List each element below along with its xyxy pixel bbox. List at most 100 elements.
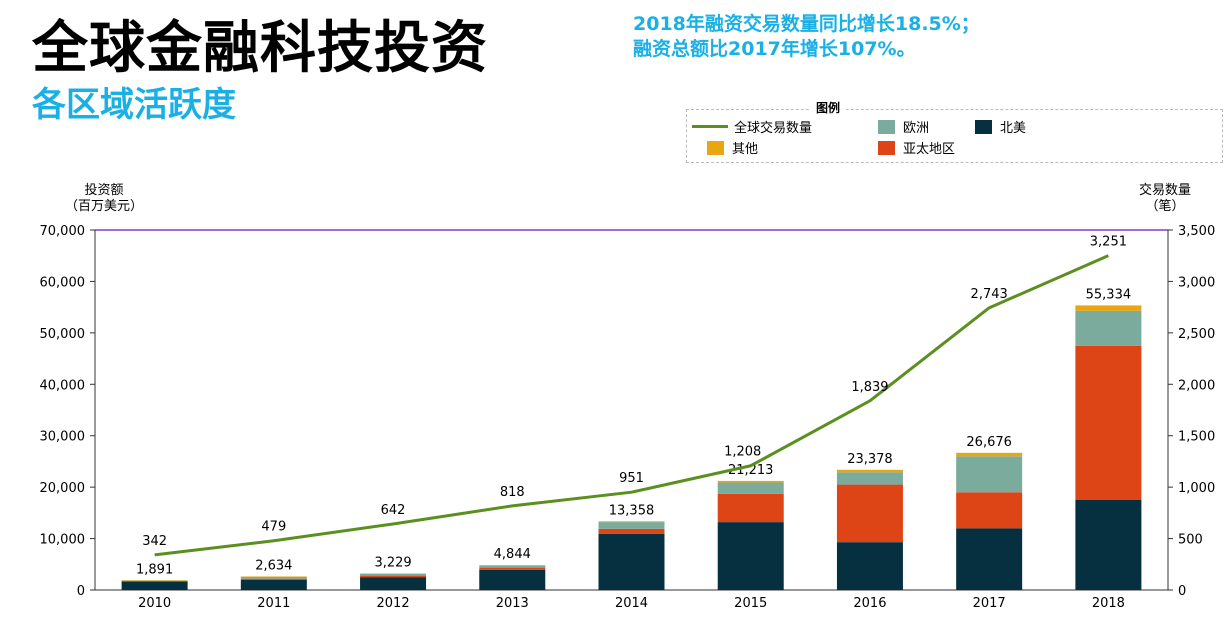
bar-segment-north-america — [479, 569, 546, 590]
left-tick-label: 30,000 — [40, 430, 86, 445]
deals-label: 2,743 — [971, 287, 1008, 302]
x-tick-label: 2018 — [1092, 596, 1125, 611]
bar-total-label: 13,358 — [609, 503, 655, 518]
deals-label: 479 — [261, 520, 286, 535]
bar-segment-apac — [240, 578, 307, 580]
bar-total-label: 21,213 — [728, 463, 774, 478]
left-tick-label: 70,000 — [40, 224, 86, 239]
legend-title: 图例 — [810, 99, 847, 116]
legend-label-north-america: 北美 — [1000, 121, 1027, 136]
bar-segment-north-america — [1075, 500, 1142, 590]
bar-total-label: 4,844 — [494, 547, 531, 562]
bar-segment-apac — [717, 493, 784, 523]
bar-segment-other — [598, 521, 665, 523]
deals-line — [154, 254, 1109, 557]
left-tick-label: 20,000 — [40, 481, 86, 496]
bar-segment-other — [956, 452, 1023, 457]
bar-segment-europe — [956, 456, 1023, 493]
bar-segment-europe — [1075, 310, 1142, 346]
legend-label-apac: 亚太地区 — [903, 142, 956, 157]
legend-swatch-europe — [878, 119, 895, 134]
x-tick-label: 2010 — [138, 596, 171, 611]
bar-segment-north-america — [598, 533, 665, 590]
left-tick-label: 60,000 — [40, 275, 86, 290]
left-tick-label: 10,000 — [40, 533, 86, 548]
legend-label-europe: 欧洲 — [903, 121, 930, 136]
deals-label: 951 — [619, 471, 644, 486]
bar-segment-north-america — [836, 542, 903, 590]
bar-segment-apac — [121, 581, 188, 582]
x-tick-label: 2014 — [615, 596, 648, 611]
bar-total-label: 3,229 — [374, 555, 411, 570]
legend-item-deals: 全球交易数量 — [692, 117, 812, 136]
right-tick-label: 3,000 — [1178, 275, 1215, 290]
headline: 2018年融资交易数量同比增长18.5%； 融资总额比2017年增长107%。 — [633, 12, 980, 62]
left-tick-label: 40,000 — [40, 378, 86, 393]
bar-segment-other — [717, 480, 784, 483]
bar-segment-north-america — [360, 577, 427, 590]
bar-segment-other — [360, 573, 427, 574]
x-tick-label: 2016 — [853, 596, 886, 611]
bar-segment-apac — [836, 484, 903, 543]
bar-segment-europe — [479, 565, 546, 568]
headline-line-1: 2018年融资交易数量同比增长18.5%； — [633, 13, 980, 35]
deals-label: 342 — [142, 534, 167, 549]
bar-total-label: 23,378 — [847, 452, 893, 467]
bar-segment-north-america — [121, 581, 188, 590]
bar-segment-apac — [956, 492, 1023, 529]
x-tick-label: 2011 — [257, 596, 290, 611]
x-tick-label: 2013 — [496, 596, 529, 611]
legend-label-other: 其他 — [732, 142, 759, 157]
bar-segment-europe — [240, 576, 307, 579]
bar-segment-other — [121, 580, 188, 581]
legend-item-europe: 欧洲 — [878, 117, 929, 136]
legend-swatch-north-america — [975, 119, 992, 134]
legend-item-apac: 亚太地区 — [878, 138, 955, 157]
bar-segment-north-america — [956, 528, 1023, 590]
bar-segment-other — [240, 576, 307, 577]
bar-segment-apac — [479, 567, 546, 570]
page-title: 全球金融科技投资 — [32, 16, 488, 81]
right-axis-label-line-2: （笔） — [1145, 199, 1185, 214]
legend-swatch-other — [707, 140, 724, 155]
bar-segment-apac — [1075, 345, 1142, 500]
bar-total-label: 1,891 — [136, 562, 173, 577]
bar-segment-north-america — [717, 522, 784, 590]
right-tick-label: 0 — [1178, 584, 1186, 599]
deals-label: 818 — [500, 485, 525, 500]
right-tick-label: 1,500 — [1178, 430, 1215, 445]
legend-label-deals: 全球交易数量 — [734, 121, 813, 136]
left-axis-label-line-1: 投资额 — [84, 183, 124, 198]
deals-label: 3,251 — [1090, 235, 1127, 250]
bar-segment-apac — [360, 575, 427, 578]
left-tick-label: 50,000 — [40, 327, 86, 342]
bar-segment-europe — [836, 472, 903, 485]
x-tick-label: 2012 — [377, 596, 410, 611]
bar-segment-other — [479, 565, 546, 566]
bar-segment-europe — [717, 482, 784, 494]
legend-item-other: 其他 — [707, 138, 758, 157]
right-axis-label: 交易数量 （笔） — [1130, 183, 1200, 215]
right-tick-label: 500 — [1178, 533, 1203, 548]
deals-label: 1,208 — [724, 445, 761, 460]
bar-total-label: 2,634 — [255, 558, 292, 573]
bar-segment-other — [836, 469, 903, 473]
bar-segment-europe — [360, 573, 427, 576]
left-axis-label: 投资额 （百万美元） — [54, 183, 154, 215]
right-tick-label: 2,000 — [1178, 378, 1215, 393]
right-tick-label: 1,000 — [1178, 481, 1215, 496]
right-axis-label-line-1: 交易数量 — [1138, 183, 1191, 198]
bar-total-label: 55,334 — [1086, 287, 1132, 302]
legend-box — [686, 109, 1223, 163]
legend-line-swatch — [692, 125, 728, 128]
bar-segment-europe — [598, 522, 665, 529]
bar-segment-apac — [598, 528, 665, 534]
page-subtitle: 各区域活跃度 — [32, 85, 236, 125]
headline-line-2: 融资总额比2017年增长107%。 — [633, 38, 916, 60]
bar-segment-north-america — [240, 579, 307, 590]
x-tick-label: 2015 — [734, 596, 767, 611]
right-tick-label: 3,500 — [1178, 224, 1215, 239]
left-axis-label-line-2: （百万美元） — [64, 199, 143, 214]
legend-item-north-america: 北美 — [975, 117, 1026, 136]
